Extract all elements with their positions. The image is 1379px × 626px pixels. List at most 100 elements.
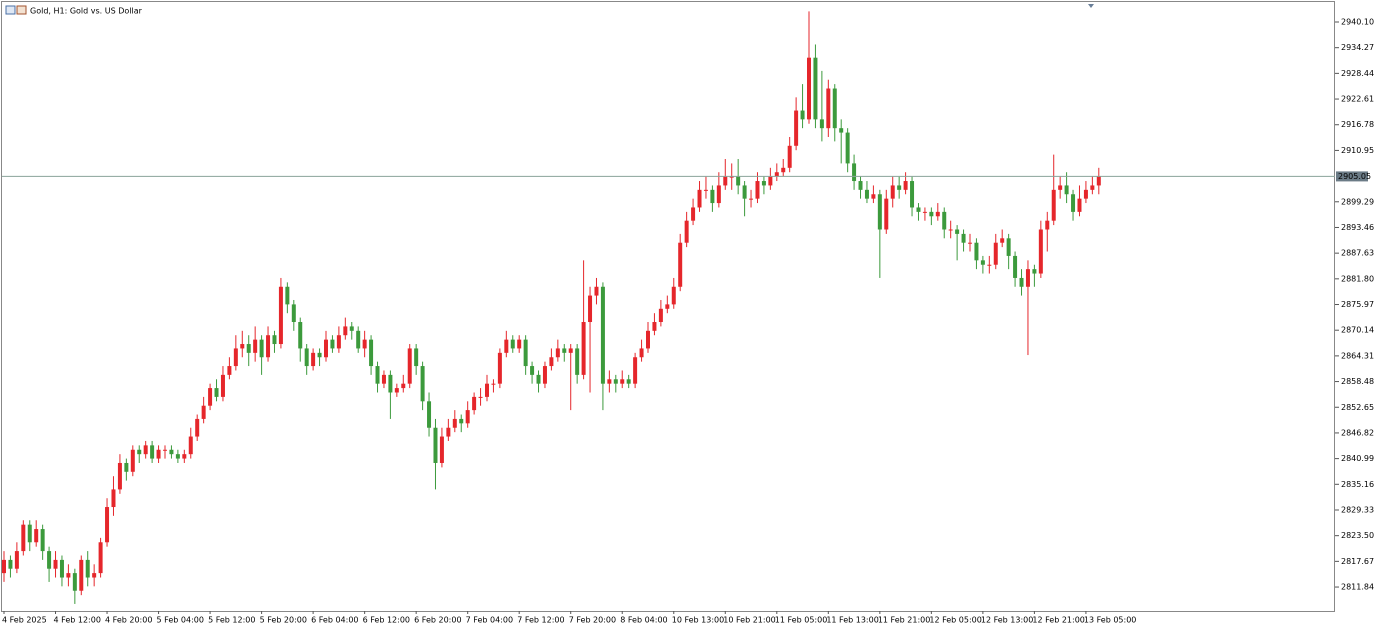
candle-body: [845, 132, 850, 164]
candle-body: [993, 242, 998, 265]
candle-body: [948, 229, 953, 231]
candle-body: [253, 339, 258, 353]
y-tick-label: 2893.46: [1341, 223, 1374, 232]
candle-body: [1032, 269, 1037, 274]
y-tick-label: 2899.29: [1341, 197, 1374, 206]
candle-body: [942, 211, 947, 230]
y-tick-label: 2817.67: [1341, 557, 1374, 566]
candle-body: [182, 454, 187, 459]
candle-body: [478, 396, 483, 398]
candle-body: [298, 322, 303, 349]
candle-body: [427, 401, 432, 428]
candle-body: [852, 163, 857, 182]
candle-body: [117, 462, 122, 490]
y-tick-label: 2870.14: [1341, 326, 1374, 335]
candle-body: [92, 573, 97, 578]
candle-body: [549, 357, 554, 367]
candle-body: [27, 524, 32, 543]
candle-body: [871, 194, 876, 199]
candle-body: [291, 304, 296, 323]
candle-body: [877, 194, 882, 230]
candle-body: [716, 185, 721, 204]
y-tick-label: 2928.44: [1341, 69, 1374, 78]
candle-body: [575, 348, 580, 375]
candle-body: [858, 181, 863, 190]
x-tick-label: 12 Feb 21:00: [1032, 616, 1084, 625]
candle-body: [72, 573, 77, 591]
candle-body: [607, 379, 612, 384]
x-tick-label: 11 Feb 21:00: [878, 616, 930, 625]
candle-body: [137, 449, 142, 455]
x-tick-label: 6 Feb 04:00: [311, 616, 358, 625]
candle-body: [124, 462, 129, 472]
candle-body: [620, 379, 625, 384]
candle-body: [1096, 176, 1101, 186]
shift-marker: [1088, 4, 1094, 8]
candle-body: [1006, 238, 1011, 256]
candle-body: [21, 524, 26, 552]
candle-body: [787, 145, 792, 168]
candle-body: [208, 388, 213, 406]
x-tick-label: 12 Feb 13:00: [981, 616, 1033, 625]
x-tick-label: 7 Feb 04:00: [466, 616, 513, 625]
candle-body: [169, 449, 174, 455]
candle-body: [375, 366, 380, 384]
candle-body: [227, 366, 232, 375]
candle-body: [736, 176, 741, 186]
candle-body: [433, 427, 438, 463]
candle-body: [1000, 238, 1005, 243]
candle-body: [968, 242, 972, 244]
candle-body: [1051, 189, 1056, 221]
candle-body: [381, 374, 386, 384]
candle-body: [175, 454, 180, 459]
candle-body: [703, 189, 708, 191]
candle-body: [465, 410, 470, 424]
candle-body: [749, 198, 754, 200]
candle-body: [729, 176, 734, 178]
candle-body: [1013, 255, 1018, 278]
candle-body: [98, 542, 103, 574]
candle-body: [1083, 189, 1088, 199]
candle-body: [143, 445, 148, 455]
chart-icon: [16, 5, 27, 15]
candle-body: [459, 418, 464, 424]
candle-body: [935, 211, 940, 217]
candle-body: [285, 286, 290, 305]
candle-body: [497, 352, 502, 384]
candle-body: [85, 559, 90, 578]
y-tick-label: 2811.84: [1341, 583, 1374, 592]
y-tick-label: 2858.48: [1341, 377, 1374, 386]
candle-body: [626, 379, 631, 384]
candle-body: [562, 348, 567, 353]
candle-body: [639, 348, 644, 358]
candle-body: [536, 374, 541, 384]
x-tick-label: 6 Feb 12:00: [363, 616, 410, 625]
x-tick-label: 6 Feb 20:00: [414, 616, 461, 625]
candle-body: [897, 185, 902, 190]
candle-body: [220, 374, 225, 397]
y-tick-label: 2934.27: [1341, 43, 1374, 52]
candle-body: [311, 352, 316, 367]
y-tick-label: 2840.99: [1341, 454, 1374, 463]
y-tick-label: 2835.16: [1341, 480, 1374, 489]
candle-body: [517, 339, 522, 349]
x-tick-label: 4 Feb 20:00: [105, 616, 152, 625]
candle-body: [324, 339, 328, 358]
candle-body: [807, 57, 811, 120]
last-price-box: [1336, 171, 1368, 182]
candle-body: [491, 383, 496, 385]
candle-body: [1058, 185, 1063, 190]
candle-body: [980, 260, 985, 265]
candle-body: [1025, 269, 1030, 287]
candle-body: [781, 167, 786, 173]
candle-body: [510, 339, 515, 349]
candle-body: [394, 388, 399, 393]
x-tick-label: 5 Feb 12:00: [208, 616, 255, 625]
x-tick-label: 10 Feb 13:00: [672, 616, 724, 625]
x-tick-label: 4 Feb 12:00: [54, 616, 101, 625]
candle-body: [414, 348, 419, 367]
candle-body: [452, 418, 457, 428]
candle-body: [1071, 194, 1076, 212]
y-tick-label: 2940.10: [1341, 18, 1374, 27]
y-tick-label: 2864.31: [1341, 351, 1374, 360]
